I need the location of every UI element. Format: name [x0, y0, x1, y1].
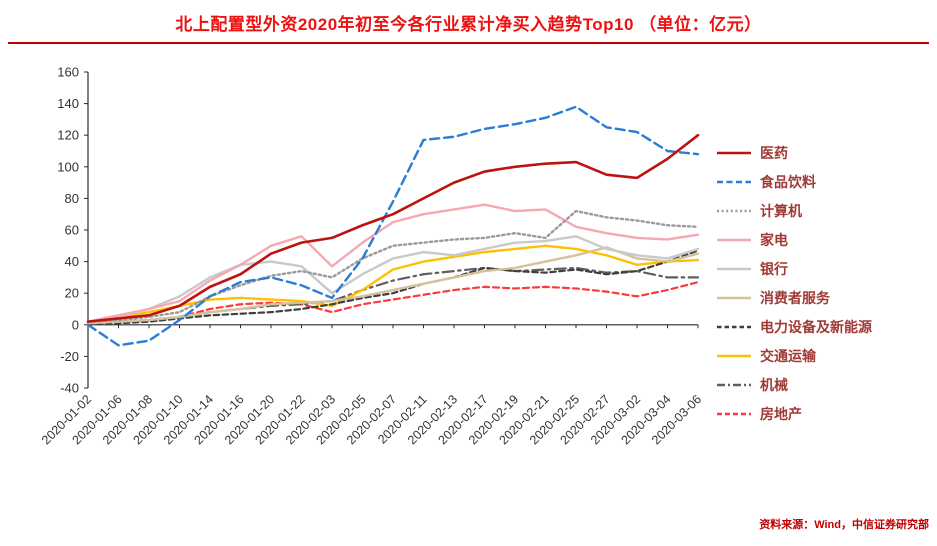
y-tick-label: 160	[57, 65, 79, 80]
chart-legend: 医药食品饮料计算机家电银行消费者服务电力设备及新能源 交通运输机械房地产	[716, 138, 872, 428]
series-line-power-new-energy	[86, 249, 700, 325]
series-lines	[86, 105, 700, 347]
legend-item-consumer-services: 消费者服务	[716, 283, 872, 312]
legend-line-sample-bank	[717, 267, 751, 270]
legend-line-sample-computer	[717, 209, 751, 212]
legend-label-real-estate: 房地产	[760, 405, 802, 422]
legend-item-machinery: 机械	[716, 370, 872, 399]
legend-item-home-appliance: 家电	[716, 225, 872, 254]
legend-label-power-new-energy: 电力设备及新能源	[760, 318, 872, 335]
legend-label-home-appliance: 家电	[760, 231, 788, 248]
legend-line-sample-home-appliance	[717, 238, 751, 241]
line-chart: -40-200204060801001201401602020-01-02202…	[39, 65, 704, 448]
y-tick-label: -20	[60, 349, 79, 364]
legend-item-bank: 银行	[716, 254, 872, 283]
title-rule	[8, 42, 929, 44]
legend-line-sample-consumer-services	[717, 296, 751, 299]
series-line-bank	[86, 235, 700, 323]
legend-line-sample-real-estate	[717, 412, 751, 415]
legend-label-computer: 计算机	[760, 202, 802, 219]
y-tick-label: 120	[57, 128, 79, 143]
legend-label-food-beverage: 食品饮料	[760, 173, 816, 190]
series-line-pharma	[86, 133, 700, 323]
legend-item-power-new-energy: 电力设备及新能源	[716, 312, 872, 341]
y-tick-label: 60	[65, 223, 79, 238]
legend-label-pharma: 医药	[760, 144, 788, 161]
legend-label-bank: 银行	[760, 260, 788, 277]
legend-line-sample-pharma	[717, 151, 751, 154]
legend-line-sample-transportation	[717, 354, 751, 357]
series-line-home-appliance	[86, 203, 700, 323]
y-tick-label: 20	[65, 286, 79, 301]
legend-line-sample-food-beverage	[717, 180, 751, 183]
chart-title: 北上配置型外资2020年初至今各行业累计净买入趋势Top10 （单位：亿元）	[175, 15, 762, 34]
legend-item-pharma: 医药	[716, 138, 872, 167]
y-tick-label: 140	[57, 96, 79, 111]
legend-label-consumer-services: 消费者服务	[760, 289, 830, 306]
chart-area: -40 -20 0 20 40 60 80 100 120 140 160 2020-01-02 202…	[0, 46, 937, 508]
legend-item-computer: 计算机	[716, 196, 872, 225]
y-tick-label: -40	[60, 381, 79, 396]
legend-label-machinery: 机械	[760, 376, 788, 393]
chart-page: 北上配置型外资2020年初至今各行业累计净买入趋势Top10 （单位：亿元） -…	[0, 0, 937, 531]
y-axis: -40 -20 0 20 40 60 80 100 120 140 160	[57, 65, 89, 396]
legend-item-transportation: 交通运输	[716, 341, 872, 370]
y-tick-label: 100	[57, 159, 79, 174]
legend-label-transportation: 交通运输	[760, 347, 816, 364]
legend-line-sample-machinery	[717, 383, 751, 386]
legend-item-food-beverage: 食品饮料	[716, 167, 872, 196]
source-note: 资料来源：Wind，中信证券研究部	[759, 519, 929, 531]
series-line-food-beverage	[86, 105, 700, 347]
series-line-transportation	[86, 244, 700, 323]
y-tick-label: 40	[65, 254, 79, 269]
series-line-computer	[86, 209, 700, 323]
series-line-consumer-services	[86, 246, 700, 325]
y-tick-label: 0	[72, 317, 79, 332]
y-tick-label: 80	[65, 191, 79, 206]
legend-line-sample-power-new-energy	[717, 325, 751, 328]
legend-item-real-estate: 房地产	[716, 399, 872, 428]
